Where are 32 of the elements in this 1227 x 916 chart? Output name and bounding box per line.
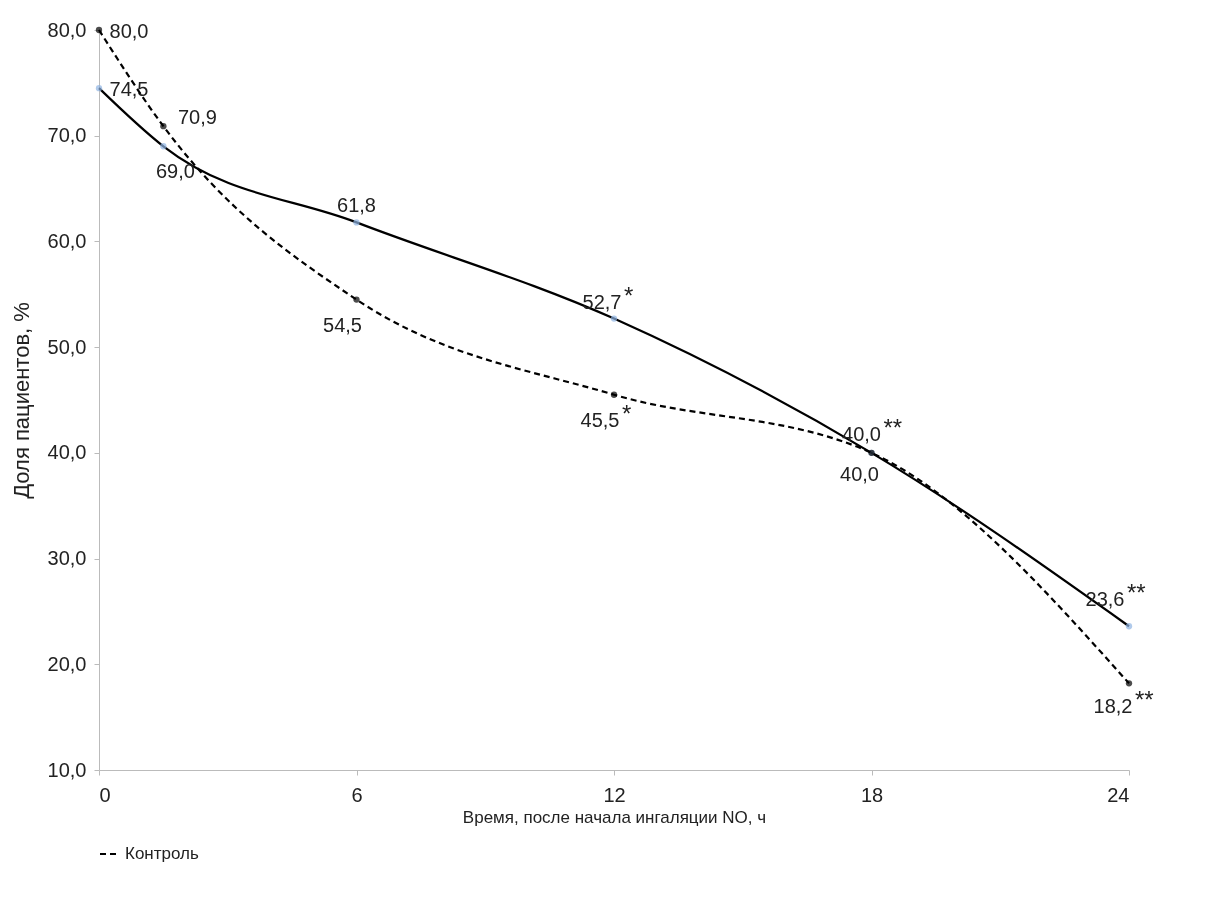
y-tick-label: 70,0 <box>47 124 87 147</box>
x-tick-label: 6 <box>351 783 363 806</box>
annotation: ** <box>883 413 903 441</box>
data-label: 52,7 <box>582 290 622 313</box>
data-label: 70,9 <box>177 106 217 129</box>
annotation: * <box>622 399 632 427</box>
annotation: ** <box>1127 579 1146 607</box>
data-label: 74,5 <box>109 78 149 101</box>
y-tick-label: 50,0 <box>47 335 87 358</box>
y-tick-label: 20,0 <box>47 652 87 675</box>
annotation: ** <box>1135 686 1154 714</box>
data-label: 54,5 <box>323 313 362 336</box>
data-label: 18,2 <box>1093 695 1133 718</box>
data-label: 61,8 <box>337 194 376 217</box>
annotation: * <box>624 281 634 309</box>
legend-label: Контроль <box>125 844 199 863</box>
data-label: 45,5 <box>580 408 620 431</box>
x-tick-label: 12 <box>603 783 626 806</box>
data-label: 40,0 <box>840 462 879 485</box>
y-tick-label: 60,0 <box>47 229 87 252</box>
x-tick-label: 24 <box>1107 783 1130 806</box>
data-label: 40,0 <box>842 422 881 445</box>
x-tick-label: 18 <box>860 783 884 806</box>
y-tick-label: 40,0 <box>47 441 87 464</box>
y-tick-label: 80,0 <box>47 18 87 41</box>
y-axis-title: Доля пациентов, % <box>8 302 34 499</box>
data-label: 80,0 <box>109 20 149 42</box>
y-tick-label: 10,0 <box>47 758 87 781</box>
x-axis-title: Время, после начала ингаляции NO, ч <box>462 807 767 827</box>
y-tick-label: 30,0 <box>47 547 87 570</box>
data-label: 69,0 <box>155 160 195 183</box>
x-tick-label: 0 <box>99 783 111 806</box>
